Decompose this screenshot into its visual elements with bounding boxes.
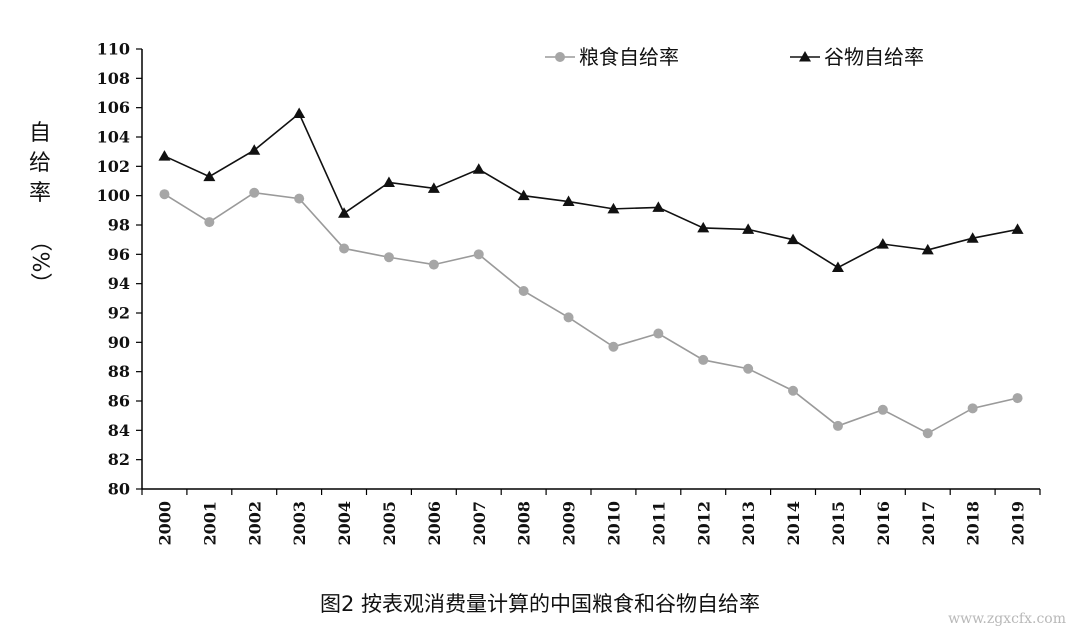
- data-point: [472, 163, 485, 174]
- data-point: [697, 221, 710, 233]
- x-tick-label: 2014: [784, 501, 803, 546]
- y-tick-label: 104: [97, 128, 130, 147]
- y-tick-label: 110: [97, 40, 130, 59]
- legend-label: 粮食自给率: [579, 45, 679, 69]
- y-tick-label: 84: [108, 421, 130, 440]
- data-point: [293, 107, 306, 119]
- y-tick-label: 108: [97, 69, 130, 88]
- y-tick-label: 90: [108, 333, 130, 352]
- y-tick-label: 102: [97, 157, 130, 176]
- data-point: [427, 182, 440, 193]
- y-axis-label-char: 给: [29, 151, 51, 176]
- x-tick-label: 2012: [694, 501, 713, 546]
- data-point: [518, 286, 529, 296]
- data-point: [832, 420, 843, 431]
- x-tick-label: 2009: [560, 501, 579, 546]
- data-point: [562, 195, 575, 207]
- data-point: [204, 217, 215, 228]
- data-point: [788, 385, 799, 396]
- data-point: [563, 312, 574, 323]
- data-point: [877, 404, 888, 415]
- data-point: [555, 52, 565, 62]
- data-point: [382, 176, 395, 187]
- x-tick-label: 2013: [739, 501, 758, 546]
- x-tick-label: 2001: [200, 501, 219, 546]
- x-tick-label: 2016: [874, 501, 893, 546]
- data-point: [1012, 393, 1023, 404]
- series-line: [164, 112, 1018, 269]
- x-tick-label: 2005: [380, 501, 399, 546]
- y-axis-unit: （%）: [27, 230, 52, 295]
- data-point: [249, 187, 260, 198]
- x-tick-label: 2004: [335, 501, 354, 546]
- data-point: [921, 243, 934, 255]
- data-point: [698, 354, 709, 365]
- data-point: [339, 243, 350, 254]
- series-cereal: [158, 107, 1024, 273]
- x-tick-label: 2018: [964, 501, 983, 546]
- y-axis-label-char: 率: [29, 181, 51, 206]
- y-tick-label: 96: [108, 245, 130, 264]
- data-point: [159, 189, 170, 200]
- x-tick-label: 2002: [245, 501, 264, 546]
- series-line: [164, 191, 1018, 435]
- x-tick-label: 2017: [919, 501, 938, 546]
- y-tick-label: 80: [108, 480, 130, 499]
- x-tick-label: 2008: [515, 501, 534, 546]
- y-tick-label: 100: [97, 186, 130, 205]
- y-axis-label-char: 自: [29, 121, 51, 146]
- figure-caption: 图2 按表观消费量计算的中国粮食和谷物自给率: [319, 592, 761, 616]
- data-point: [428, 259, 439, 270]
- y-tick-label: 88: [108, 362, 130, 381]
- x-tick-label: 2007: [470, 501, 489, 546]
- y-tick-label: 86: [108, 392, 130, 411]
- data-point: [876, 238, 889, 249]
- x-tick-label: 2006: [425, 501, 444, 546]
- x-tick-label: 2003: [290, 501, 309, 546]
- y-tick-label: 92: [108, 304, 130, 323]
- data-point: [799, 51, 811, 62]
- data-point: [517, 189, 530, 201]
- chart: 80 82 84 86 88 90 92 94 96 98 100 102 104 106 108 110 20…: [27, 40, 1041, 546]
- data-point: [1011, 223, 1024, 234]
- x-tick-label: 2010: [604, 501, 623, 546]
- x-tick-label: 2000: [155, 501, 174, 546]
- data-point: [608, 341, 619, 352]
- data-point: [473, 249, 484, 260]
- x-tick-label: 2019: [1009, 501, 1028, 546]
- data-point: [743, 363, 754, 374]
- data-point: [967, 403, 978, 414]
- legend-item-grain: 粮食自给率: [545, 45, 679, 69]
- data-point: [294, 193, 305, 204]
- y-tick-label: 94: [108, 274, 130, 293]
- data-point: [922, 428, 933, 439]
- data-point: [338, 207, 351, 218]
- y-tick-label: 82: [108, 450, 130, 469]
- series-grain: [159, 187, 1023, 439]
- y-tick-label: 98: [108, 216, 130, 235]
- data-point: [966, 232, 979, 243]
- data-point: [203, 170, 216, 182]
- x-tick-label: 2015: [829, 501, 848, 546]
- data-point: [248, 144, 261, 155]
- legend-item-cereal: 谷物自给率: [790, 45, 924, 69]
- data-point: [831, 261, 844, 273]
- legend-label: 谷物自给率: [824, 45, 924, 69]
- data-point: [158, 150, 171, 161]
- watermark: www.zgxcfx.com: [948, 611, 1066, 627]
- data-point: [383, 252, 394, 263]
- y-tick-label: 106: [97, 98, 130, 117]
- data-point: [742, 223, 755, 234]
- data-point: [787, 233, 800, 245]
- x-tick-label: 2011: [649, 501, 668, 546]
- data-point: [607, 202, 620, 214]
- data-point: [653, 328, 664, 339]
- data-point: [652, 201, 665, 212]
